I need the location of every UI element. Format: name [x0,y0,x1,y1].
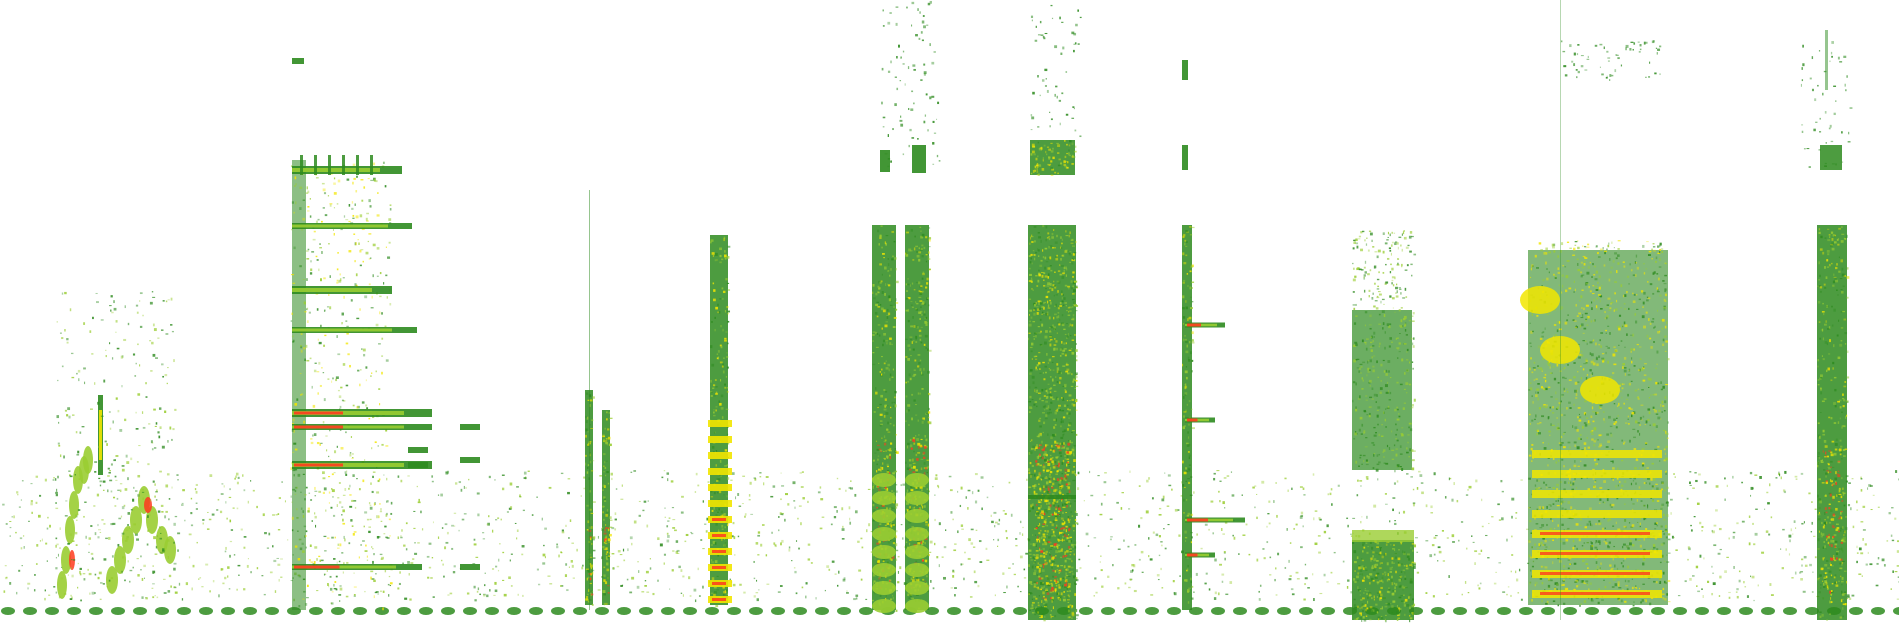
event-10-column [1817,30,1850,621]
sparse-high-frequency [881,0,1853,170]
event-1-chirp [55,291,177,602]
event-7-tonal [1182,60,1245,610]
event-4-bands [708,235,732,608]
event-3-stripes [585,190,613,610]
event-8-block [1352,230,1417,623]
event-9-texture [1520,0,1671,620]
event-2-harmonics [290,58,480,611]
event-5-pair [872,145,932,613]
baseline-band [1,607,1899,615]
event-6-broadband [1028,140,1079,622]
